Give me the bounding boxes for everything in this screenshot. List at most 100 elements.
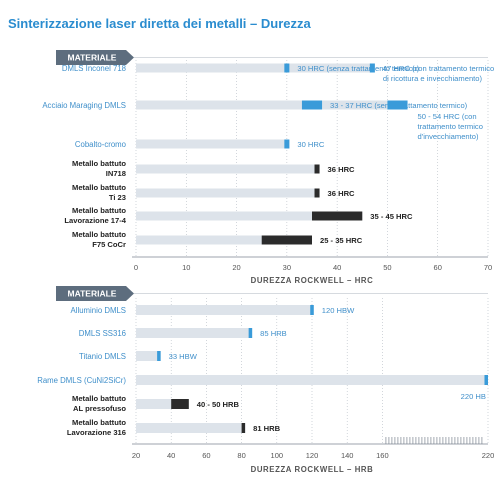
bar-track xyxy=(136,375,488,385)
category-label-line: AL pressofuso xyxy=(73,404,126,413)
data-label: 81 HRB xyxy=(253,424,281,433)
data-label-line: 40 - 50 HRB xyxy=(197,400,240,409)
category-label-line: Ti 23 xyxy=(109,193,126,202)
category-label: Metallo battuto F75 CoCr xyxy=(72,230,126,249)
range-bar xyxy=(301,100,323,110)
hrb-chart: MATERIALE 20 40 60 80 100 120 140 160 220 DUREZZA … xyxy=(37,286,494,474)
category-label-line: Lavorazione 316 xyxy=(67,428,126,437)
data-label-line: d'invecchiamento) xyxy=(418,132,479,141)
tick-label: 40 xyxy=(167,451,175,460)
bar-row: Metallo battuto Lavorazione 316 81 HRB xyxy=(67,418,281,437)
data-label-line: 36 HRC xyxy=(328,189,356,198)
bar-row: Metallo battuto Ti 23 36 HRC xyxy=(72,183,355,202)
category-label: Cobalto-cromo xyxy=(75,140,127,149)
bar-row: Metallo battuto F75 CoCr 25 - 35 HRC xyxy=(72,230,363,249)
bar-track xyxy=(136,423,246,433)
data-label-line: 36 HRC xyxy=(328,165,356,174)
category-label: Metallo battuto Ti 23 xyxy=(72,183,126,202)
data-label: 36 HRC xyxy=(328,189,356,198)
range-bar xyxy=(248,328,253,338)
category-label: Metallo battuto Lavorazione 17-4 xyxy=(64,206,126,225)
data-label-line: trattamento termico xyxy=(418,122,483,131)
bar-row: Cobalto-cromo 30 HRC xyxy=(75,139,325,149)
bar-track xyxy=(136,399,189,409)
bar-track xyxy=(136,235,312,245)
tick-label: 20 xyxy=(132,451,140,460)
bar-track xyxy=(136,211,363,221)
category-label: DMLS Inconel 718 xyxy=(62,64,126,73)
chart-title: Sinterizzazione laser diretta dei metall… xyxy=(8,16,311,31)
range-bar xyxy=(314,188,320,198)
bar-row: DMLS Inconel 718 30 HRC (senza trattament… xyxy=(62,63,494,83)
bar-track xyxy=(136,305,314,315)
range-bar xyxy=(314,164,320,174)
bar-row: Titanio DMLS 33 HBW xyxy=(79,351,198,361)
data-label: 40 - 50 HRB xyxy=(197,400,240,409)
data-label: 220 HB xyxy=(461,392,486,401)
category-label-line: Cobalto-cromo xyxy=(75,140,127,149)
data-label-line: 47 HRC (con trattamento termico xyxy=(383,64,494,73)
data-label: 85 HRB xyxy=(260,329,287,338)
tick-label: 80 xyxy=(237,451,245,460)
category-header-tab xyxy=(56,50,134,65)
category-label: Metallo battuto AL pressofuso xyxy=(72,394,126,413)
range-bar xyxy=(387,100,408,110)
bar-track xyxy=(136,63,375,73)
category-header-tab xyxy=(56,286,134,301)
category-label-line: Metallo battuto xyxy=(72,230,126,239)
category-header: MATERIALE xyxy=(68,53,117,63)
data-label-line: 85 HRB xyxy=(260,329,287,338)
category-label: Metallo battuto Lavorazione 316 xyxy=(67,418,126,437)
category-label: Alluminio DMLS xyxy=(71,306,126,315)
range-bar xyxy=(284,63,290,73)
category-label: Titanio DMLS xyxy=(79,352,126,361)
bar-row: DMLS SS316 85 HRB xyxy=(79,328,287,338)
bar-row: Metallo battuto AL pressofuso 40 - 50 HRB xyxy=(72,394,240,413)
data-label-line: 33 HBW xyxy=(169,352,198,361)
bar-track xyxy=(136,328,253,338)
category-label-line: IN718 xyxy=(106,169,126,178)
hrc-chart: MATERIALE 0 10 20 30 40 50 60 70 DUREZZA ROCKWELL… xyxy=(42,50,494,285)
tick-label: 20 xyxy=(232,263,240,272)
tick-label: 220 xyxy=(482,451,495,460)
tick-label: 160 xyxy=(376,451,389,460)
tick-label: 70 xyxy=(484,263,492,272)
category-label-line: Metallo battuto xyxy=(72,206,126,215)
category-label-line: Metallo battuto xyxy=(72,183,126,192)
x-axis-label: DUREZZA ROCKWELL – HRB xyxy=(251,465,374,474)
range-bar xyxy=(310,305,314,315)
range-bar xyxy=(157,351,161,361)
bar-row: Acciaio Maraging DMLS 33 - 37 HRC (senza … xyxy=(42,100,483,141)
range-bar xyxy=(284,139,290,149)
tick-label: 140 xyxy=(341,451,354,460)
bar-track xyxy=(136,188,320,198)
tick-label: 120 xyxy=(306,451,319,460)
data-label: 25 - 35 HRC xyxy=(320,236,363,245)
tick-label: 60 xyxy=(434,263,442,272)
range-bar xyxy=(171,399,189,409)
tick-label: 100 xyxy=(271,451,284,460)
bar-row: Metallo battuto Lavorazione 17-4 35 - 45 H… xyxy=(64,206,413,225)
category-label-line: DMLS Inconel 718 xyxy=(62,64,126,73)
data-label-line: 220 HB xyxy=(461,392,486,401)
data-label-line: 81 HRB xyxy=(253,424,281,433)
bar-track xyxy=(136,164,320,174)
data-label: 47 HRC (con trattamento termico di ricott… xyxy=(383,64,494,83)
x-axis-label: DUREZZA ROCKWELL – HRC xyxy=(251,276,374,285)
data-label-line: 50 - 54 HRC (con xyxy=(418,112,477,121)
category-label-line: Metallo battuto xyxy=(72,418,126,427)
range-bar xyxy=(312,211,363,221)
bar-track xyxy=(136,100,408,110)
data-label-line: 35 - 45 HRC xyxy=(370,212,413,221)
category-label-line: Titanio DMLS xyxy=(79,352,126,361)
data-label: 30 HRC xyxy=(297,140,325,149)
data-label: 30 HRC (senza trattamento termico) xyxy=(297,64,419,73)
bar-row: Metallo battuto IN718 36 HRC xyxy=(72,159,355,178)
bar-row: Rame DMLS (CuNi2SiCr) 220 HB xyxy=(37,375,488,401)
tick-label: 10 xyxy=(182,263,190,272)
range-bar xyxy=(241,423,246,433)
category-label-line: Metallo battuto xyxy=(72,394,126,403)
data-label: 35 - 45 HRC xyxy=(370,212,413,221)
tick-label: 0 xyxy=(134,263,138,272)
